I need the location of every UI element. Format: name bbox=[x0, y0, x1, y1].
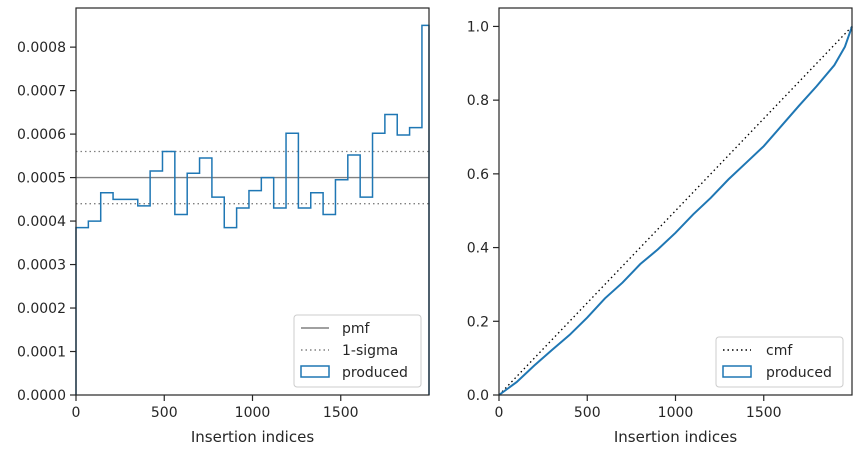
left-legend: pmf 1-sigma produced bbox=[293, 314, 422, 388]
y-tick-label: 0.6 bbox=[467, 167, 489, 183]
y-tick-label: 1.0 bbox=[467, 19, 489, 35]
x-tick-label: 500 bbox=[574, 405, 601, 421]
right-axes-cumulative: 0 500 1000 1500 0.0 0.2 0.4 0.6 0.8 1.0 Insertion… bbox=[467, 7, 853, 446]
right-legend-box bbox=[715, 336, 844, 388]
legend-1-sigma-label: 1-sigma bbox=[342, 343, 398, 359]
right-plot-area bbox=[498, 25, 853, 396]
legend-pmf-label: pmf bbox=[342, 321, 371, 337]
y-tick-label: 0.0006 bbox=[17, 127, 66, 143]
x-tick-label: 0 bbox=[72, 405, 81, 421]
y-tick-label: 0.0007 bbox=[17, 84, 66, 100]
legend-produced-label: produced bbox=[342, 365, 408, 381]
legend-produced-swatch-right bbox=[722, 365, 752, 378]
legend-cmf-label: cmf bbox=[766, 343, 793, 359]
y-tick-label: 0.2 bbox=[467, 314, 489, 330]
left-legend-box bbox=[293, 314, 422, 388]
y-tick-label: 0.0000 bbox=[17, 388, 66, 404]
right-x-axis-label: Insertion indices bbox=[614, 428, 737, 446]
right-axes-frame bbox=[498, 7, 853, 396]
x-tick-label: 500 bbox=[151, 405, 178, 421]
y-tick-label: 0.8 bbox=[467, 93, 489, 109]
x-tick-label: 1500 bbox=[746, 405, 782, 421]
y-tick-label: 0.0003 bbox=[17, 258, 66, 274]
x-tick-label: 1000 bbox=[235, 405, 271, 421]
produced-histogram-step bbox=[75, 24, 430, 395]
left-x-axis-label: Insertion indices bbox=[191, 428, 314, 446]
y-tick-label: 0.0004 bbox=[17, 214, 66, 230]
legend-produced-swatch bbox=[300, 365, 330, 378]
produced-series-line bbox=[498, 26, 853, 396]
left-ticks: 0 500 1000 1500 0.0000 0.0001 0.0002 0.0003 0.00… bbox=[17, 40, 359, 421]
x-tick-label: 1500 bbox=[323, 405, 359, 421]
y-tick-label: 0.0001 bbox=[17, 345, 66, 361]
legend-produced-label-right: produced bbox=[766, 365, 832, 381]
left-plot-area bbox=[75, 24, 430, 395]
right-ticks: 0 500 1000 1500 0.0 0.2 0.4 0.6 0.8 1.0 bbox=[467, 19, 782, 421]
right-legend: cmf produced bbox=[715, 336, 844, 388]
left-axes-histogram: 0 500 1000 1500 0.0000 0.0001 0.0002 0.0003 0.00… bbox=[17, 7, 430, 446]
y-tick-label: 0.0005 bbox=[17, 171, 66, 187]
x-tick-label: 0 bbox=[495, 405, 504, 421]
left-axes-frame bbox=[75, 7, 430, 396]
y-tick-label: 0.4 bbox=[467, 241, 489, 257]
y-tick-label: 0.0 bbox=[467, 388, 489, 404]
x-tick-label: 1000 bbox=[658, 405, 694, 421]
y-tick-label: 0.0008 bbox=[17, 40, 66, 56]
y-tick-label: 0.0002 bbox=[17, 301, 66, 317]
